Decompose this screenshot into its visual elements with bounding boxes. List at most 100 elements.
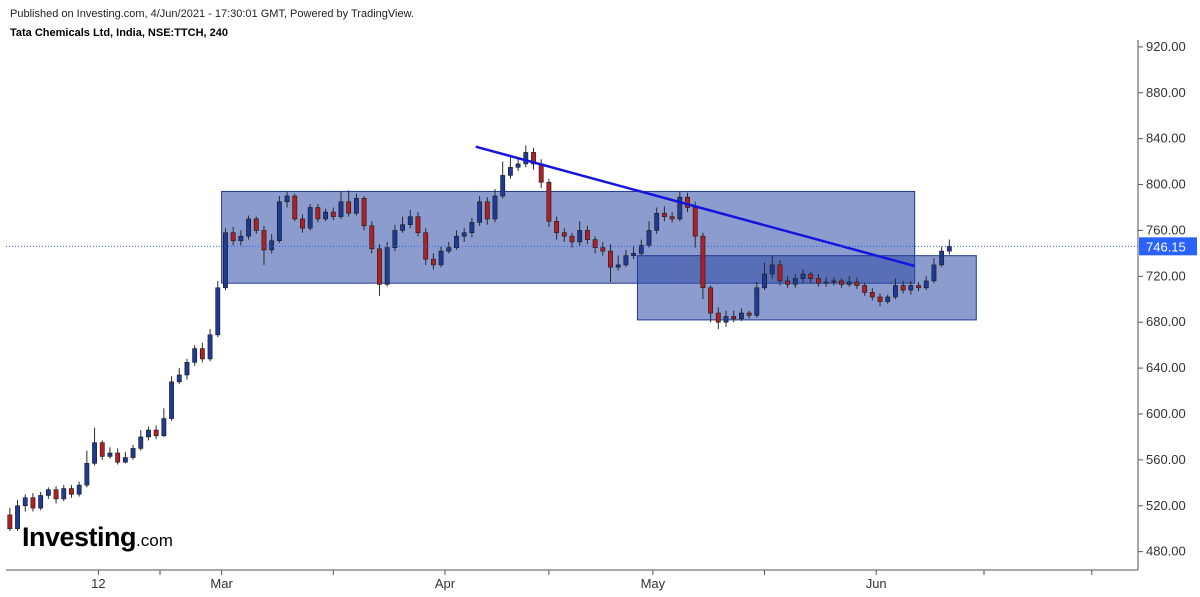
candle [615,255,621,271]
y-tick-label: 920.00 [1146,39,1186,54]
candle-body [338,201,344,217]
candle [22,494,28,512]
candle [715,307,721,330]
x-tick-label: May [641,576,666,591]
candle [800,269,806,284]
candle-body [53,489,59,500]
candle-body [215,287,221,336]
candle-body [323,211,328,220]
candle-body [161,418,167,437]
candle-body [253,218,259,231]
candle [561,228,567,242]
candle-body [446,247,452,252]
candle [916,282,921,292]
candle-body [138,436,144,449]
candle [169,376,174,421]
candle [515,158,521,171]
candle [654,207,660,234]
candle [446,241,452,254]
candle [138,430,144,451]
candle [61,485,67,502]
candle [223,228,228,291]
trendline[interactable] [475,145,916,268]
candle-body [885,296,891,302]
candle-body [146,429,151,438]
candle [115,448,121,465]
candle-body [615,264,621,268]
candle [484,197,490,225]
x-tick-label: Jun [866,576,887,591]
candle-body [823,281,829,284]
trendline-layer[interactable] [475,145,916,268]
candle [723,310,729,327]
candle [76,481,82,497]
candle-body [15,505,20,530]
candle-body [538,163,544,183]
candle-body [584,230,590,240]
candle-body [515,163,521,168]
candle [746,310,752,319]
candle-body [492,195,498,220]
candle [507,154,513,179]
candle-body [415,216,421,234]
candle-body [592,239,598,248]
candle [323,208,328,222]
candle [45,487,51,499]
y-tick-label: 720.00 [1146,268,1186,283]
candle-body [315,207,321,220]
candle-body [276,201,282,242]
candle-body [762,273,767,289]
candle-body [130,448,136,458]
symbol-title: Tata Chemicals Ltd, India, NSE:TTCH, 240 [10,27,229,39]
candle [176,368,182,385]
candle [38,491,44,511]
y-tick-label: 840.00 [1146,131,1186,146]
candle [230,226,236,246]
candle-body [99,442,105,457]
candle [877,293,883,307]
candle [292,193,298,222]
candle [415,212,421,237]
candle [869,287,875,301]
candle [30,493,36,512]
last-price-badge [1139,237,1197,256]
investing-logo: Investing.com [22,522,173,553]
candle-body [115,452,121,463]
candle [192,345,198,366]
candle-body [122,457,128,463]
candle-body [461,232,467,237]
candle [469,217,475,238]
candle-body [900,285,906,291]
y-tick-label: 880.00 [1146,85,1186,100]
candle-body [353,198,359,214]
candle [146,426,151,441]
candle [130,444,136,460]
candle-body [661,212,667,217]
candle [946,239,952,255]
candle [762,262,767,291]
candle [353,193,359,216]
candle [908,280,914,295]
candle [608,244,613,283]
candle-body [708,287,714,314]
candle [346,190,352,217]
candle [685,192,690,213]
candle [792,274,798,288]
candle-body [646,230,652,246]
candle [893,278,898,300]
candle [400,216,406,233]
candle-body [731,316,737,320]
candle-body [30,497,36,509]
candle-body [284,195,290,203]
candle [623,249,629,268]
candle [769,255,775,279]
candle [785,276,791,288]
candle [823,277,829,287]
candle-body [469,222,475,234]
candle [584,225,590,245]
axes-layer: 920.00 880.00 840.00 800.00 760.00 720.00 680.… [6,39,1197,591]
candle [276,196,282,244]
candle-body [38,495,44,509]
candle [531,147,536,170]
